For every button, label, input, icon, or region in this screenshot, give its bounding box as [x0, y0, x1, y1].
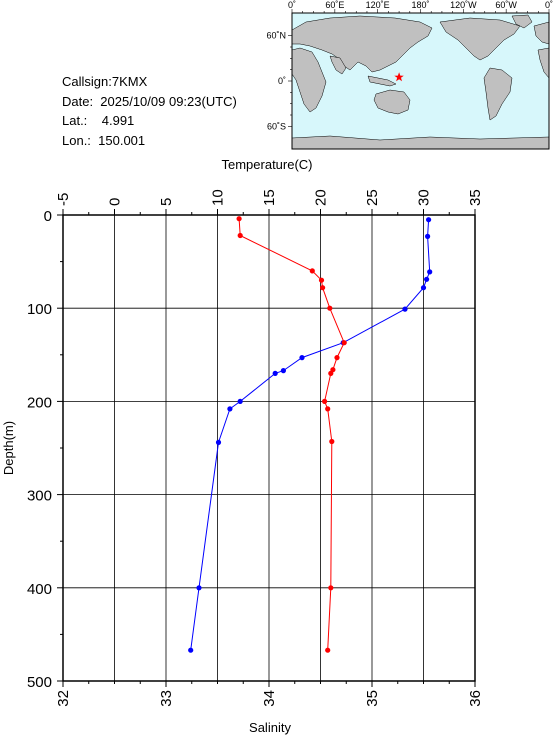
world-map: 0˚ 60˚E 120˚E 180˚ 120˚W 60˚W 0˚ 60˚N 0˚ 60˚S [266, 0, 553, 150]
temperature-series [188, 217, 433, 653]
salinity-tick-label: 33 [158, 690, 175, 707]
depth-tick-label: 300 [27, 488, 52, 505]
salinity-point [325, 406, 331, 412]
salinity-point [318, 277, 325, 283]
temperature-tick-label: 35 [467, 189, 484, 206]
map-latitude-label: 60˚N [266, 31, 286, 41]
temperature-point [425, 233, 431, 239]
land-australia [373, 89, 411, 115]
map-longitude-label: 120˚W [450, 0, 477, 10]
series-layer [188, 216, 433, 653]
temperature-point [424, 276, 430, 282]
salinity-tick-labels: 32 33 34 35 36 [55, 690, 484, 707]
land-greenland [511, 14, 533, 29]
land-indonesia [367, 75, 397, 87]
land-africa [291, 47, 327, 113]
temperature-tick-label: 10 [210, 189, 227, 206]
temperature-tick-label: 20 [313, 189, 330, 206]
salinity-point [329, 438, 335, 445]
depth-tick-label: 400 [27, 581, 52, 598]
temperature-tick-labels: -5 0 5 10 15 20 25 30 35 [55, 189, 484, 206]
salinity-tick-label: 32 [55, 690, 72, 707]
depth-tick-label: 0 [44, 208, 52, 225]
callsign-text: Callsign:7KMX [62, 74, 148, 89]
salinity-point [325, 647, 331, 653]
salinity-series [236, 216, 347, 653]
map-top-labels: 0˚ 60˚E 120˚E 180˚ 120˚W 60˚W 0˚ [288, 0, 553, 10]
temperature-axis-title: Temperature(C) [221, 157, 312, 172]
salinity-point [341, 340, 347, 346]
salinity-point [327, 305, 333, 311]
latitude-text: Lat.: 4.991 [62, 113, 135, 128]
profile-chart: -5 0 5 10 15 20 25 30 35 32 33 34 35 36 010020030040… [1, 157, 484, 735]
temperature-tick-label: 25 [364, 189, 381, 206]
temperature-point [427, 269, 433, 275]
date-text: Date: 2025/10/09 09:23(UTC) [62, 93, 237, 109]
map-longitude-label: 0˚ [545, 0, 553, 10]
temperature-point [426, 217, 432, 223]
salinity-point [320, 285, 326, 291]
salinity-point [334, 355, 340, 361]
station-star-marker [394, 72, 404, 82]
temperature-tick-label: 5 [158, 198, 175, 206]
land-europe-east [533, 21, 550, 45]
temperature-point [299, 355, 305, 361]
land-north-america [439, 17, 521, 61]
depth-tick-label: 500 [27, 674, 52, 691]
salinity-point [322, 398, 328, 404]
longitude-text: Lon.: 150.001 [62, 132, 146, 148]
temperature-point [272, 370, 278, 376]
map-longitude-label: 0˚ [288, 0, 296, 10]
salinity-tick-label: 36 [467, 690, 484, 707]
salinity-point [328, 370, 334, 376]
depth-tick-label: 200 [27, 394, 52, 411]
temperature-tick-label: 0 [107, 198, 124, 206]
map-longitude-label: 180˚ [411, 0, 429, 10]
temperature-point [237, 398, 243, 404]
map-latitude-label: 60˚S [267, 121, 286, 131]
temperature-point [215, 439, 222, 445]
salinity-point [309, 268, 315, 274]
plot-frame [62, 214, 476, 682]
salinity-tick-label: 35 [364, 690, 381, 707]
land-antarctica [291, 135, 550, 150]
temperature-tick-label: -5 [55, 193, 72, 206]
temperature-point [420, 285, 427, 291]
depth-tick-labels: 0 100 200 300 400 500 [27, 208, 52, 691]
map-ticks [288, 9, 550, 127]
station-info: Callsign:7KMX Date: 2025/10/09 09:23(UTC… [62, 72, 237, 150]
salinity-point [236, 216, 242, 222]
land-south-america [483, 67, 513, 121]
temperature-tick-label: 15 [261, 189, 278, 206]
temperature-point [280, 368, 286, 374]
map-left-labels: 60˚N 0˚ 60˚S [266, 31, 286, 132]
map-longitude-label: 120˚E [366, 0, 390, 10]
temperature-point [227, 406, 233, 412]
depth-axis-title: Depth(m) [1, 421, 16, 475]
temperature-point [402, 306, 408, 312]
land-eurasia [291, 15, 433, 73]
temperature-point [188, 647, 194, 653]
salinity-point [237, 232, 243, 239]
map-land [291, 14, 550, 150]
temperature-tick-label: 30 [416, 189, 433, 206]
salinity-point [328, 585, 334, 591]
map-latitude-label: 0˚ [278, 76, 286, 86]
land-africa-east [537, 47, 550, 79]
map-longitude-label: 60˚E [325, 0, 344, 10]
temperature-point [196, 585, 202, 591]
salinity-tick-label: 34 [261, 690, 278, 707]
land-india [329, 55, 347, 75]
map-longitude-label: 60˚W [495, 0, 517, 10]
salinity-axis-title: Salinity [249, 720, 291, 735]
depth-tick-label: 100 [27, 301, 52, 318]
